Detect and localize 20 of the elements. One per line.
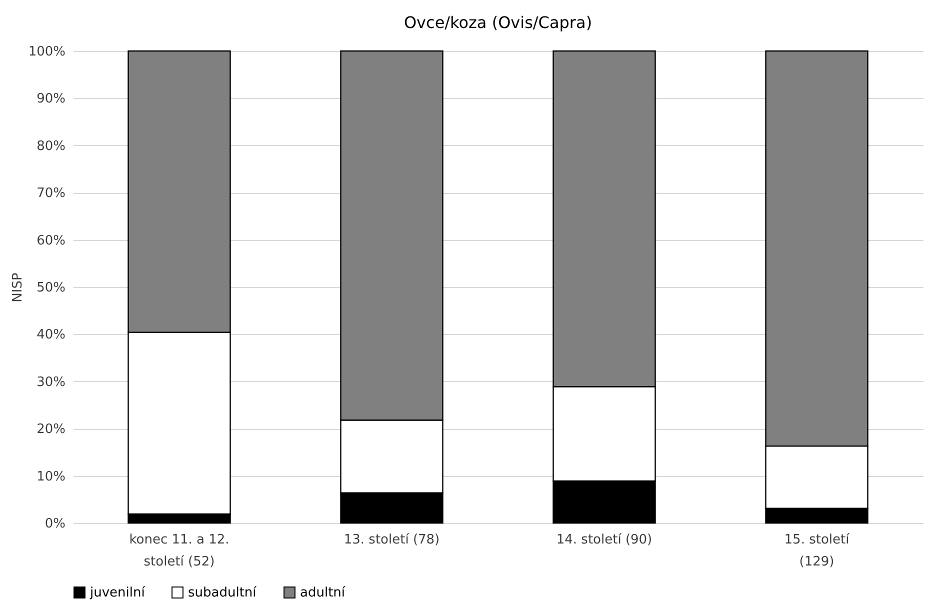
legend-label: adultní [300,586,346,601]
y-tick-label: 40% [36,328,66,343]
y-tick-label: 100% [28,44,66,60]
y-tick-label: 30% [36,374,66,390]
y-tick-label: 90% [36,92,66,107]
y-tick-label: 20% [36,422,66,438]
y-axis-title: NISP [10,272,26,302]
legend-label: subadultní [188,586,257,601]
y-tick-label: 70% [36,186,66,202]
y-tick-label: 60% [36,233,66,248]
y-tick-label: 50% [36,280,66,296]
y-tick-label: 80% [36,138,66,154]
y-tick-label: 0% [44,516,66,532]
x-tick-label: 14. století (90) [556,532,652,548]
x-tick-label: 15. století (129) [784,532,850,570]
chart-title: Ovce/koza (Ovis/Capra) [404,13,592,32]
x-tick-label: konec 11. a 12. století (52) [129,532,230,570]
legend-label: juvenilní [89,586,146,601]
x-tick-label: 13. století (78) [344,532,440,548]
y-tick-label: 10% [36,469,66,484]
